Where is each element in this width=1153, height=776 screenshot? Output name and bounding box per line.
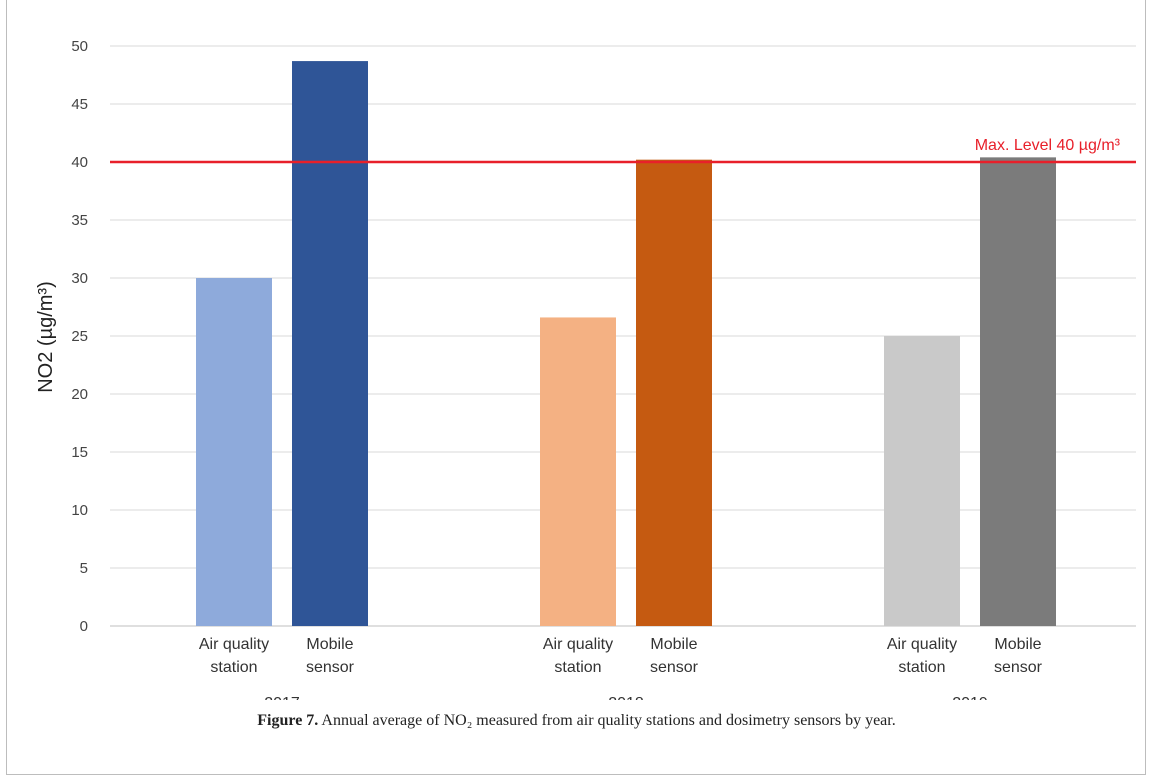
x-group-label: 2017 [264,695,300,700]
x-category-label: Air quality [887,636,957,653]
x-category-label: Air quality [543,636,613,653]
bar-2018-air-quality-station [540,317,616,626]
caption-text: Annual average of NO₂ measured from air … [318,712,896,729]
y-axis-ticks: 0 5 10 15 20 25 30 35 40 45 50 [71,38,88,635]
y-tick-label: 5 [80,560,88,577]
x-category-label: Mobile [994,636,1041,653]
bar-chart: 0 5 10 15 20 25 30 35 40 45 50 NO2 (µg/m³) Air qua… [35,38,1136,700]
x-category-label: station [898,659,945,676]
x-category-label: Mobile [306,636,353,653]
x-axis-category-labels: Air quality station Mobile sensor Air qualit… [199,636,1043,676]
bar-2018-mobile-sensor [636,159,712,626]
bar-2017-mobile-sensor [292,61,368,626]
y-tick-label: 20 [71,386,88,403]
x-group-label: 2018 [608,695,644,700]
x-category-label: sensor [994,659,1043,676]
bars [196,61,1056,627]
y-tick-label: 45 [71,96,88,113]
y-tick-label: 50 [71,38,88,55]
bar-2019-mobile-sensor [980,157,1056,627]
bar-2019-air-quality-station [884,336,960,626]
x-category-label: sensor [306,659,355,676]
figure-caption: Figure 7. Annual average of NO₂ measured… [0,712,1153,730]
y-tick-label: 15 [71,444,88,461]
y-tick-label: 30 [71,270,88,287]
y-tick-label: 10 [71,502,88,519]
reference-line-label: Max. Level 40 µg/m³ [975,137,1121,154]
y-tick-label: 25 [71,328,88,345]
x-category-label: station [554,659,601,676]
y-tick-label: 40 [71,154,88,171]
x-category-label: sensor [650,659,699,676]
x-category-label: station [210,659,257,676]
y-axis-label: NO2 (µg/m³) [35,281,57,393]
x-category-label: Air quality [199,636,269,653]
reference-line-group: Max. Level 40 µg/m³ [110,137,1136,164]
x-group-label: 2019 [952,695,988,700]
y-tick-label: 35 [71,212,88,229]
bar-2017-air-quality-station [196,278,272,626]
x-axis-group-labels: 2017 2018 2019 [264,695,988,700]
y-tick-label: 0 [80,618,88,635]
x-category-label: Mobile [650,636,697,653]
caption-label: Figure 7. [257,712,319,729]
